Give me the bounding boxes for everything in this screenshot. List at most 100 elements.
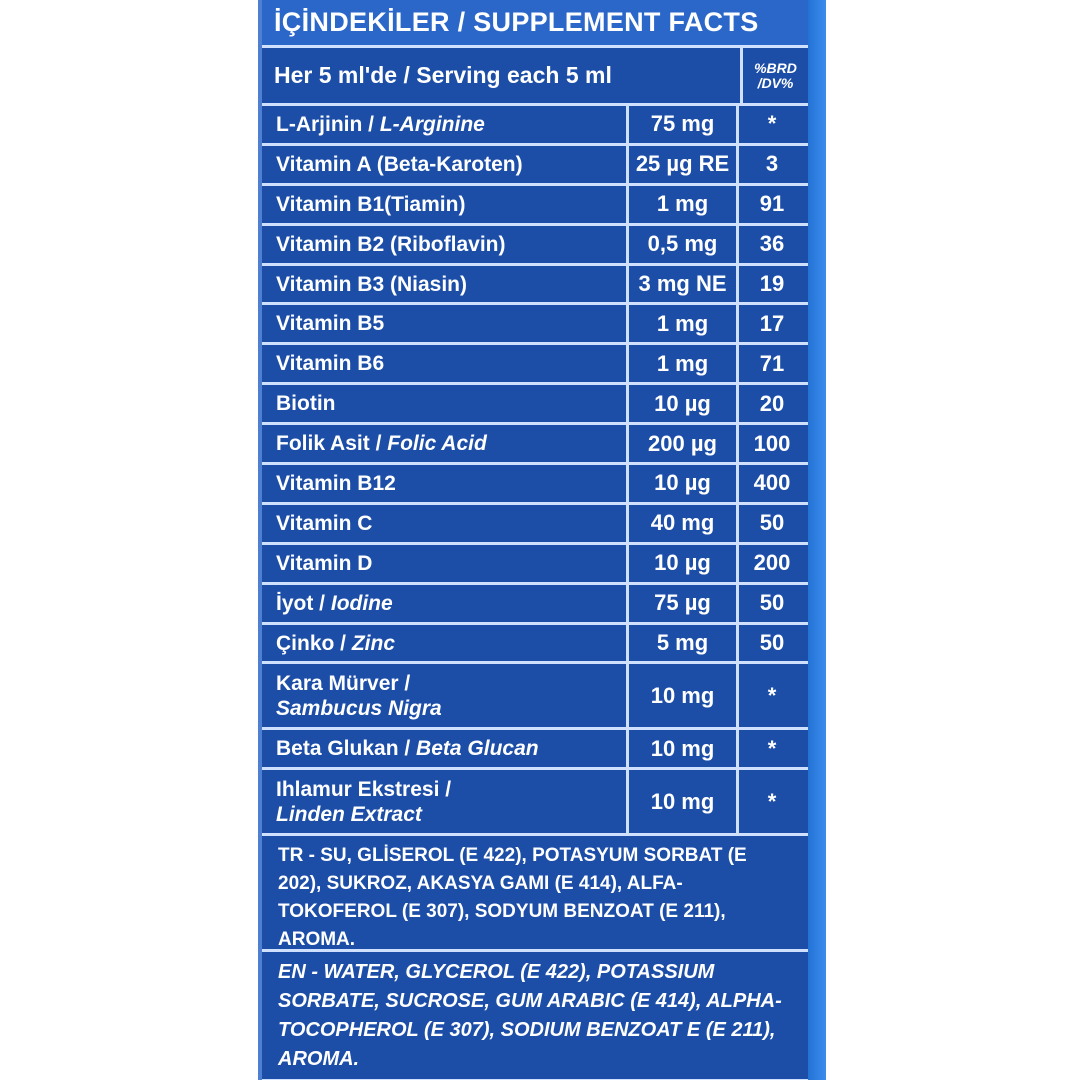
nutrient-row-beta-glucan: Beta Glukan / Beta Glucan 10 mg *: [262, 730, 808, 771]
nutrient-amount: 40 mg: [626, 504, 736, 542]
nutrient-amount: 10 mg: [626, 770, 736, 834]
nutrient-name-tr: Vitamin A (Beta-Karoten): [276, 152, 523, 176]
nutrient-dv: 50: [736, 584, 805, 622]
serving-row: Her 5 ml'de / Serving each 5 ml %BRD /DV…: [262, 48, 808, 106]
nutrient-name-tr: Beta Glukan /: [276, 737, 411, 761]
nutrient-amount: 75 µg: [626, 584, 736, 622]
dv-header-line1: %BRD: [754, 59, 797, 76]
nutrient-amount: 10 mg: [626, 664, 736, 728]
nutrient-name: Vitamin B12: [262, 465, 626, 502]
nutrient-dv: 19: [736, 265, 805, 303]
nutrient-row: Vitamin B1(Tiamin) 1 mg 91: [262, 185, 808, 226]
ingredients-en: EN - WATER, GLYCEROL (E 422), POTASSIUM …: [262, 952, 808, 1080]
nutrient-name-en: Folic Acid: [387, 432, 487, 456]
nutrient-amount: 75 mg: [626, 106, 736, 143]
nutrient-amount: 10 mg: [626, 730, 736, 768]
nutrient-dv: 400: [736, 465, 805, 502]
nutrient-name-tr: Vitamin B6: [276, 352, 385, 376]
supplement-facts-panel: İÇİNDEKİLER / SUPPLEMENT FACTS Her 5 ml'…: [258, 0, 808, 1080]
nutrient-name: Vitamin C: [262, 505, 626, 542]
nutrient-name-line1: Kara Mürver /: [276, 671, 411, 695]
dv-header-line2: /DV%: [757, 74, 794, 91]
nutrient-name: Vitamin A (Beta-Karoten): [262, 146, 626, 183]
nutrient-row: Çinko / Zinc 5 mg 50: [262, 624, 808, 665]
nutrient-row: Vitamin B5 1 mg 17: [262, 305, 808, 346]
nutrient-name-line2: Sambucus Nigra: [276, 696, 442, 720]
nutrient-name: Ihlamur Ekstresi / Linden Extract: [262, 770, 626, 833]
nutrient-name: Biotin: [262, 385, 626, 422]
nutrient-name-en: Zinc: [351, 631, 396, 655]
nutrient-amount: 3 mg NE: [626, 265, 736, 303]
panel-title: İÇİNDEKİLER / SUPPLEMENT FACTS: [262, 0, 808, 48]
nutrient-row: Vitamin B6 1 mg 71: [262, 345, 808, 386]
nutrient-name-en: Iodine: [330, 591, 393, 615]
nutrient-name: Vitamin B5: [262, 305, 626, 342]
nutrient-dv: 50: [736, 624, 805, 662]
dv-header: %BRD /DV%: [740, 48, 808, 103]
nutrient-dv: *: [736, 770, 805, 834]
nutrient-amount: 10 µg: [626, 385, 736, 423]
nutrient-name: Kara Mürver / Sambucus Nigra: [262, 664, 626, 727]
nutrient-row: Vitamin B3 (Niasin) 3 mg NE 19: [262, 265, 808, 306]
nutrient-name: Vitamin B2 (Riboflavin): [262, 226, 626, 263]
nutrient-dv: 3: [736, 145, 805, 183]
nutrient-name-tr: Vitamin B1(Tiamin): [276, 192, 466, 216]
nutrient-amount: 10 µg: [626, 544, 736, 582]
nutrient-row: Vitamin D 10 µg 200: [262, 544, 808, 585]
nutrient-amount: 10 µg: [626, 465, 736, 502]
nutrient-dv: 71: [736, 345, 805, 383]
nutrient-name: Çinko / Zinc: [262, 625, 626, 662]
nutrient-name-tr: L-Arjinin /: [276, 112, 374, 136]
nutrient-amount: 1 mg: [626, 345, 736, 383]
nutrient-name-tr: Vitamin D: [276, 551, 373, 575]
nutrient-amount: 1 mg: [626, 305, 736, 343]
nutrient-name-en: Beta Glucan: [416, 737, 539, 761]
nutrient-dv: 17: [736, 305, 805, 343]
nutrient-dv: 50: [736, 504, 805, 542]
nutrient-row: Vitamin A (Beta-Karoten) 25 µg RE 3: [262, 145, 808, 186]
nutrient-name-tr: Vitamin B12: [276, 471, 396, 495]
nutrient-row: Vitamin B2 (Riboflavin) 0,5 mg 36: [262, 225, 808, 266]
nutrient-amount: 5 mg: [626, 624, 736, 662]
nutrient-row: L-Arjinin / L-Arginine 75 mg *: [262, 106, 808, 146]
nutrient-row: Vitamin C 40 mg 50: [262, 504, 808, 545]
nutrient-name-tr: Vitamin B2 (Riboflavin): [276, 232, 506, 256]
nutrient-name: Beta Glukan / Beta Glucan: [262, 730, 626, 767]
nutrient-dv: 36: [736, 225, 805, 263]
nutrient-name: L-Arjinin / L-Arginine: [262, 106, 626, 143]
nutrient-dv: 91: [736, 185, 805, 223]
nutrient-row: Biotin 10 µg 20: [262, 385, 808, 426]
nutrient-row-sambucus: Kara Mürver / Sambucus Nigra 10 mg *: [262, 664, 808, 731]
nutrient-name-tr: Vitamin B3 (Niasin): [276, 272, 467, 296]
nutrient-amount: 200 µg: [626, 425, 736, 463]
nutrient-dv: *: [736, 730, 805, 768]
nutrient-name-tr: Folik Asit /: [276, 432, 382, 456]
nutrient-amount: 25 µg RE: [626, 145, 736, 183]
nutrient-dv: 20: [736, 385, 805, 423]
nutrient-dv: *: [736, 664, 805, 728]
nutrient-name: Vitamin D: [262, 545, 626, 582]
nutrient-name-line2: Linden Extract: [276, 802, 422, 826]
nutrient-dv: 200: [736, 544, 805, 582]
nutrient-amount: 1 mg: [626, 185, 736, 223]
nutrient-name: Vitamin B3 (Niasin): [262, 266, 626, 303]
nutrient-row: Folik Asit / Folic Acid 200 µg 100: [262, 425, 808, 466]
nutrient-name: Vitamin B1(Tiamin): [262, 186, 626, 223]
nutrient-name: Folik Asit / Folic Acid: [262, 425, 626, 462]
nutrient-name-tr: Çinko /: [276, 631, 347, 655]
nutrient-name: Vitamin B6: [262, 345, 626, 382]
nutrient-row-linden: Ihlamur Ekstresi / Linden Extract 10 mg …: [262, 770, 808, 837]
nutrient-name-tr: Biotin: [276, 392, 336, 416]
serving-label: Her 5 ml'de / Serving each 5 ml: [274, 62, 612, 88]
nutrient-rows: L-Arjinin / L-Arginine 75 mg * Vitamin A (B…: [262, 106, 808, 665]
nutrient-name-tr: İyot /: [276, 591, 326, 615]
nutrient-dv: *: [736, 106, 805, 143]
nutrient-name-line1: Ihlamur Ekstresi /: [276, 777, 452, 801]
nutrient-name: İyot / Iodine: [262, 585, 626, 622]
nutrient-dv: 100: [736, 425, 805, 463]
nutrient-name-tr: Vitamin C: [276, 511, 373, 535]
nutrient-name-tr: Vitamin B5: [276, 312, 385, 336]
ingredients-tr: TR - SU, GLİSEROL (E 422), POTASYUM SORB…: [262, 836, 808, 953]
nutrient-amount: 0,5 mg: [626, 225, 736, 263]
nutrient-name-en: L-Arginine: [379, 112, 485, 136]
